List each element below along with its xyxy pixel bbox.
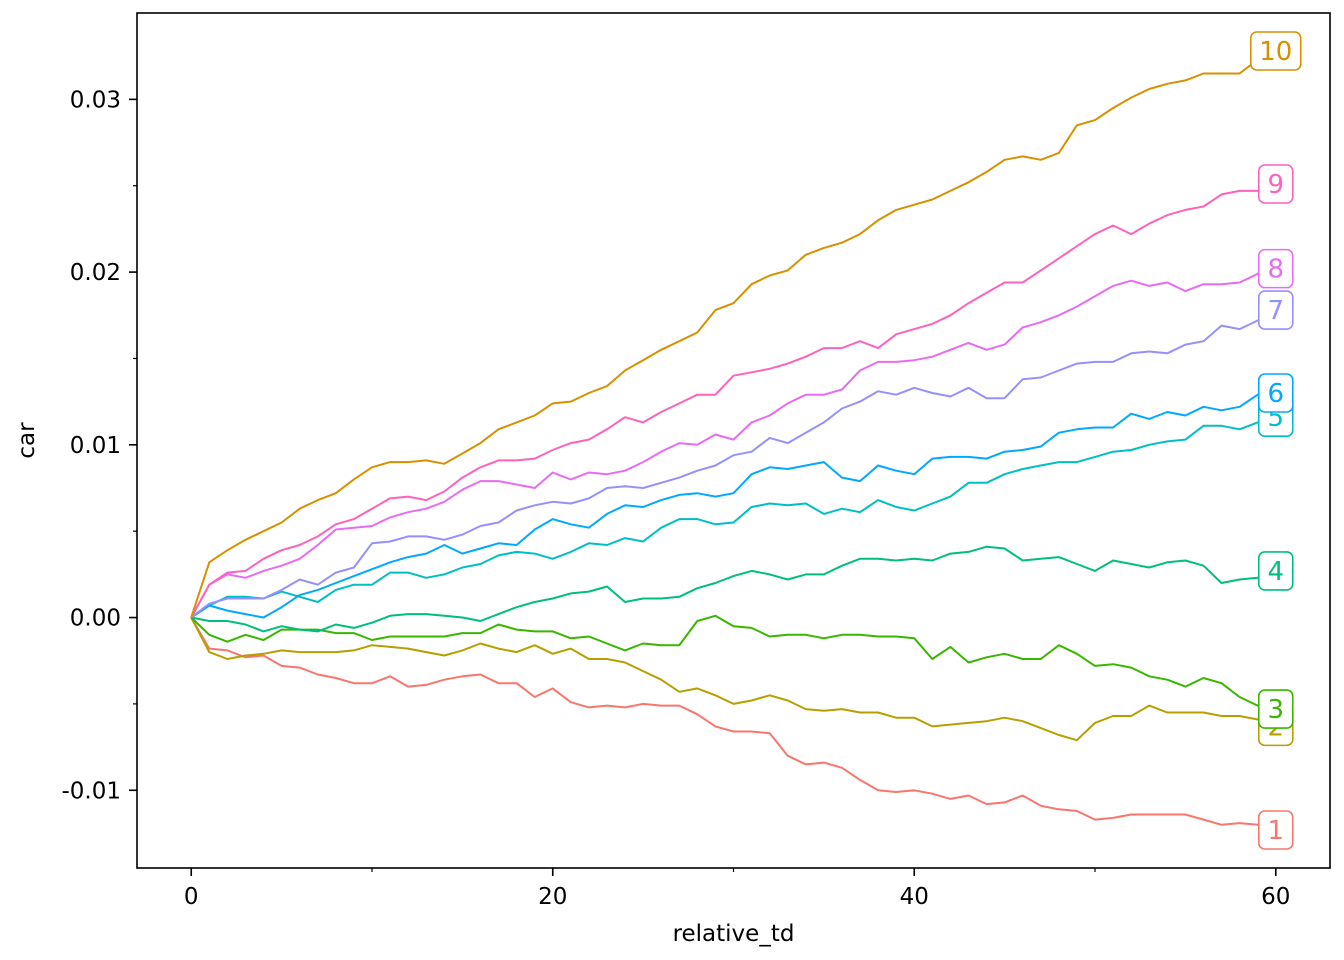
end-label-text: 10 — [1259, 37, 1292, 67]
series-line-5 — [190, 416, 1277, 619]
end-label-layer: 12345678910 — [1249, 31, 1302, 850]
series-line-10 — [190, 50, 1277, 618]
series-line-3 — [190, 614, 1276, 711]
end-label-text: 9 — [1267, 170, 1284, 200]
end-label-10: 10 — [1249, 31, 1302, 71]
series-line-1 — [190, 616, 1277, 831]
end-label-6: 6 — [1257, 373, 1294, 413]
end-label-box — [1257, 373, 1294, 413]
end-label-box — [1257, 164, 1294, 204]
end-label-text: 7 — [1267, 296, 1284, 326]
end-label-box — [1257, 810, 1294, 850]
end-label-text: 1 — [1267, 816, 1284, 846]
end-label-text: 6 — [1267, 379, 1284, 409]
series-line-8 — [190, 267, 1277, 618]
series-line-9 — [190, 183, 1277, 618]
y-tick-label: 0.02 — [70, 260, 121, 286]
series-line-4 — [191, 545, 1277, 633]
series-line-6 — [190, 392, 1276, 619]
x-axis: 0 20 40 60 — [184, 868, 1290, 910]
series-layer — [190, 50, 1277, 831]
end-label-box — [1257, 689, 1294, 729]
end-label-9: 9 — [1257, 164, 1294, 204]
end-label-box — [1249, 31, 1302, 71]
series-line-2 — [190, 617, 1277, 742]
end-label-8: 8 — [1257, 248, 1294, 289]
end-label-text: 4 — [1267, 557, 1284, 587]
y-axis-title: car — [14, 422, 40, 459]
end-label-box — [1257, 551, 1294, 591]
y-tick-label: 0.01 — [70, 433, 121, 459]
y-tick-label: -0.01 — [61, 778, 121, 804]
end-label-7: 7 — [1257, 290, 1294, 330]
y-axis: -0.01 0.00 0.01 0.02 0.03 — [61, 87, 137, 804]
end-label-4: 4 — [1257, 551, 1294, 591]
end-label-box — [1257, 248, 1294, 289]
end-label-3: 3 — [1257, 689, 1294, 729]
x-tick-label: 60 — [1261, 884, 1290, 910]
end-label-text: 8 — [1267, 255, 1284, 285]
y-tick-label: 0.00 — [70, 606, 121, 632]
x-tick-label: 0 — [184, 884, 199, 910]
x-tick-label: 20 — [538, 884, 567, 910]
end-label-1: 1 — [1257, 810, 1294, 850]
series-line-7 — [190, 309, 1277, 619]
x-tick-label: 40 — [900, 884, 929, 910]
x-axis-title: relative_td — [673, 921, 795, 947]
end-label-text: 3 — [1267, 695, 1284, 725]
y-tick-label: 0.03 — [70, 87, 121, 113]
end-label-box — [1257, 290, 1294, 330]
